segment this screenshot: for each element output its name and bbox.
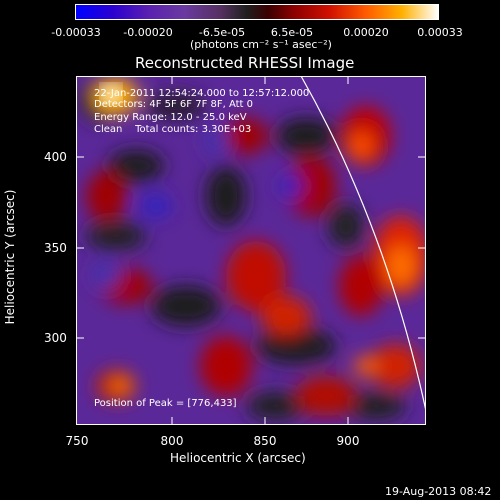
- y-axis-label: Heliocentric Y (arcsec): [3, 189, 17, 325]
- y-tick-label: 350: [44, 241, 67, 255]
- colorbar-tick: 0.00033: [417, 26, 463, 39]
- info-clean-counts: Clean Total counts: 3.30E+03: [94, 124, 252, 135]
- x-tick-label: 800: [160, 434, 184, 448]
- x-axis-label: Heliocentric X (arcsec): [170, 451, 306, 465]
- info-detectors: Detectors: 4F 5F 6F 7F 8F, Att 0: [94, 99, 254, 110]
- x-tick-label: 850: [253, 434, 277, 448]
- info-peak-position: Position of Peak = [776,433]: [94, 398, 237, 409]
- colorbar-tick: -0.00020: [123, 26, 173, 39]
- image-blobs: [79, 78, 426, 420]
- solar-image-plot: [76, 76, 426, 425]
- colorbar-tick: 0.00020: [343, 26, 389, 39]
- x-tick-label: 900: [336, 434, 360, 448]
- y-tick-label: 400: [44, 150, 67, 164]
- solar-limb: [300, 76, 426, 412]
- info-energy-range: Energy Range: 12.0 - 25.0 keV: [94, 112, 247, 123]
- info-time-range: 22-Jan-2011 12:54:24.000 to 12:57:12.000: [94, 88, 310, 99]
- colorbar-unit: (photons cm⁻² s⁻¹ asec⁻²): [190, 38, 332, 51]
- colorbar: [75, 4, 439, 20]
- y-tick-label: 300: [44, 331, 67, 345]
- datestamp: 19-Aug-2013 08:42: [385, 485, 492, 498]
- colorbar-tick: -6.5e-05: [198, 26, 246, 39]
- plot-title: Reconstructed RHESSI Image: [135, 54, 355, 72]
- colorbar-tick: -0.00033: [51, 26, 101, 39]
- x-tick-label: 750: [65, 434, 89, 448]
- colorbar-tick: 6.5e-05: [270, 26, 314, 39]
